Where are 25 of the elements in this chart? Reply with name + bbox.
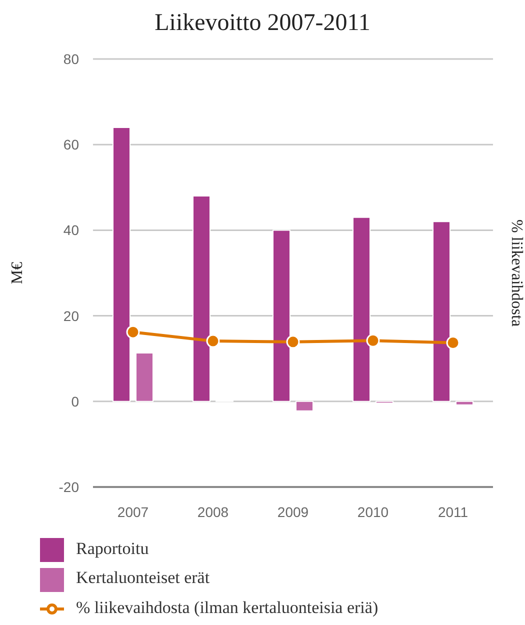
legend-label: Raportoitu: [76, 539, 149, 558]
y-tick-label: 40: [63, 222, 80, 238]
x-tick-label: 2009: [277, 504, 309, 520]
y-tick-label: 20: [63, 308, 80, 324]
y-tick-label: 80: [63, 50, 80, 67]
y-tick-label: -20: [58, 478, 80, 495]
y-tick-label: 0: [71, 393, 80, 410]
legend-label: Kertaluonteiset erät: [76, 568, 210, 588]
x-tick-label: 2011: [438, 504, 468, 520]
y-tick-label: 60: [63, 136, 80, 153]
point: [366, 334, 380, 348]
x-tick-label: 2008: [197, 504, 229, 520]
bar: [296, 400, 314, 412]
point: [206, 334, 220, 348]
point: [286, 335, 300, 349]
point: [126, 325, 140, 339]
y2-axis-title: % liikevaihdosta: [508, 219, 525, 327]
bar: [136, 352, 154, 402]
bar: [456, 400, 474, 406]
x-tick-label: 2007: [117, 504, 149, 520]
y-axis-title: M€: [8, 262, 26, 284]
legend-label: % liikevaihdosta (ilman kertaluonteisia eriä): [76, 598, 378, 617]
point: [446, 336, 460, 350]
chart-title: Liikevoitto 2007-2011: [154, 9, 372, 38]
x-tick-label: 2010: [357, 504, 389, 520]
